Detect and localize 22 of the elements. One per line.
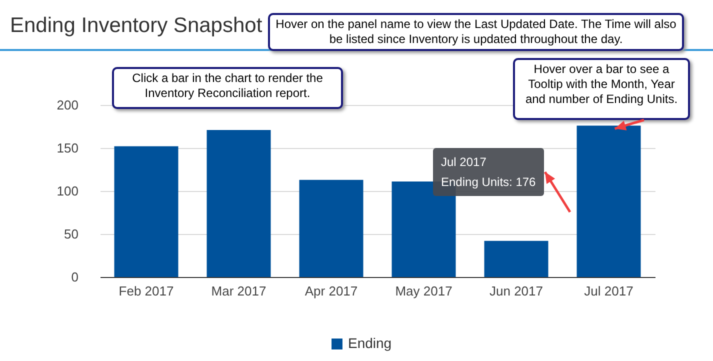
chart-title: Ending Inventory Snapshot — [10, 14, 262, 38]
legend-label: Ending — [348, 335, 392, 351]
bar — [484, 240, 548, 277]
tooltip-box: Jul 2017 Ending Units: 176 — [433, 148, 544, 196]
callout-box: Hover on the panel name to view the Last Updated Date. The Time will also be listed since Inventory is updated throughout the day. — [268, 13, 684, 51]
bar — [206, 130, 271, 277]
x-tick-label: Feb 2017 — [118, 284, 174, 298]
x-tick-label: Apr 2017 — [304, 284, 358, 298]
x-tick-label: Jul 2017 — [584, 284, 634, 298]
callout-box: Hover over a bar to see a Tooltip with the Month, Year and number of Ending Units. — [513, 58, 690, 120]
x-tick-label: Jun 2017 — [490, 284, 543, 298]
bar — [299, 180, 364, 277]
y-tick-label: 0 — [71, 270, 78, 284]
bar — [114, 146, 178, 277]
y-tick-label: 50 — [64, 226, 78, 242]
callout-box: Click a bar in the chart to render the Inventory Reconciliation report. — [112, 67, 343, 109]
y-tick-label: 150 — [56, 140, 78, 156]
x-tick-label: Mar 2017 — [211, 284, 266, 298]
y-tick-label: 100 — [56, 184, 78, 198]
bar — [576, 126, 641, 277]
x-tick-label: May 2017 — [395, 284, 452, 298]
y-tick-label: 200 — [56, 98, 78, 112]
